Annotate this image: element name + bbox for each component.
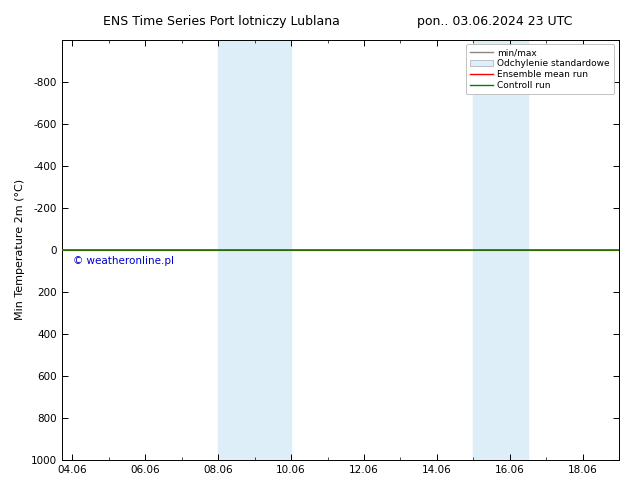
Bar [473, 40, 498, 460]
Text: © weatheronline.pl: © weatheronline.pl [73, 256, 174, 266]
Legend: min/max, Odchylenie standardowe, Ensemble mean run, Controll run: min/max, Odchylenie standardowe, Ensembl… [466, 44, 614, 95]
Text: pon.. 03.06.2024 23 UTC: pon.. 03.06.2024 23 UTC [417, 15, 573, 28]
Bar [243, 40, 291, 460]
Text: ENS Time Series Port lotniczy Lublana: ENS Time Series Port lotniczy Lublana [103, 15, 340, 28]
Y-axis label: Min Temperature 2m (°C): Min Temperature 2m (°C) [15, 179, 25, 320]
Bar [218, 40, 243, 460]
Bar [498, 40, 528, 460]
